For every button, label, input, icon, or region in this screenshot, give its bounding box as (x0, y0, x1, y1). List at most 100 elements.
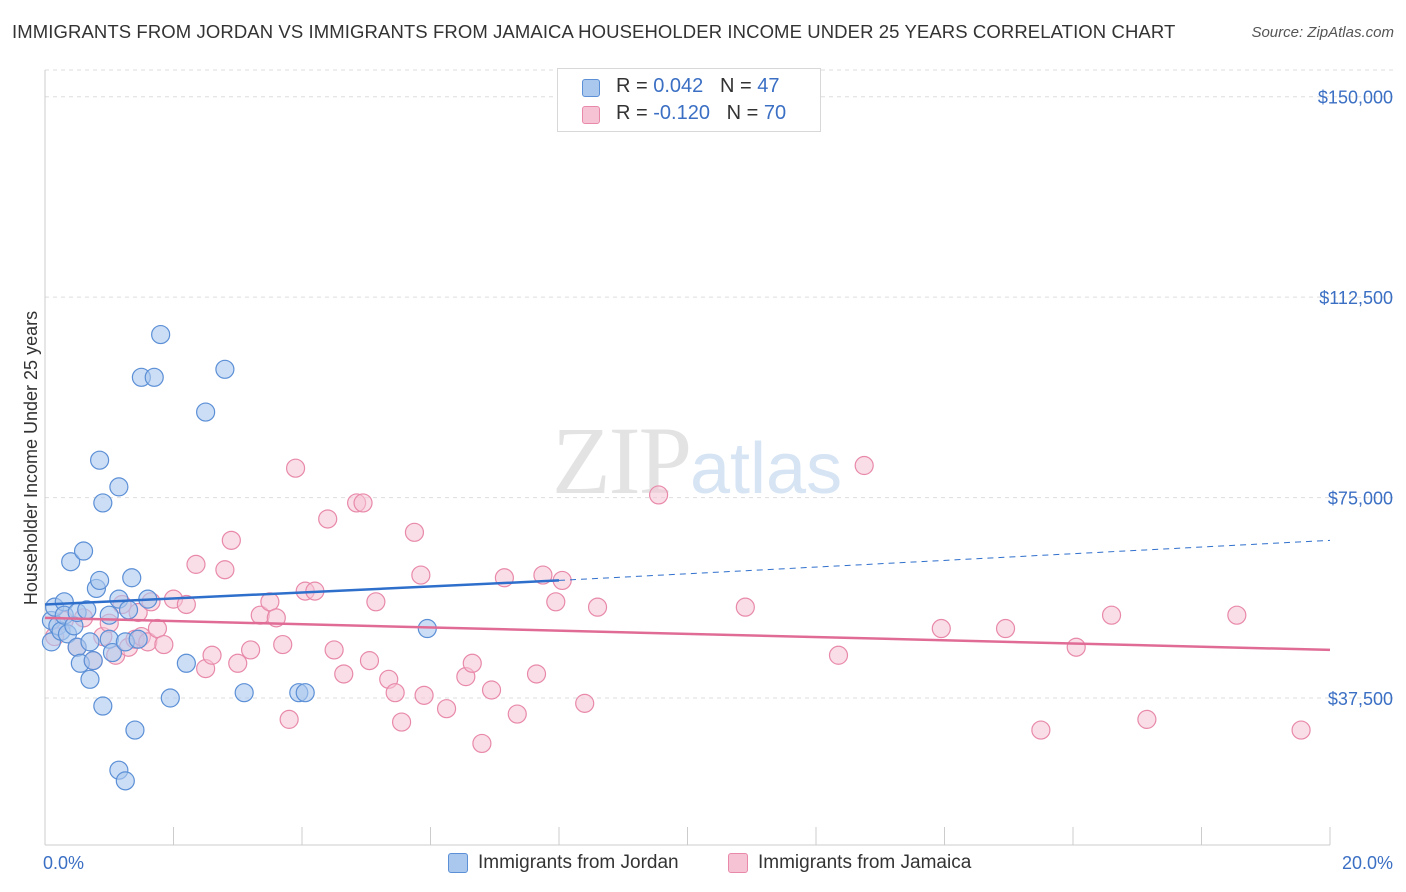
jamaica-point-67 (1066, 637, 1086, 657)
jordan-swatch (582, 79, 600, 97)
trend-lines (44, 539, 1331, 652)
jordan-point-13 (73, 541, 94, 561)
x-tick-label-min: 0.0% (43, 853, 84, 873)
jamaica-point-68 (1101, 605, 1122, 625)
jordan-point-19 (90, 450, 110, 470)
legend-jamaica-text: R = -0.120 N = 70 (616, 102, 786, 125)
jamaica-point-19 (186, 554, 206, 574)
jamaica-point-50 (472, 733, 492, 754)
jordan-point-39 (160, 688, 180, 708)
y-tick-label-0: $37,500 (1328, 689, 1393, 709)
watermark-atlas: atlas (690, 429, 843, 509)
legend-jordan-r-label: R = (616, 75, 648, 97)
chart-title: IMMIGRANTS FROM JORDAN VS IMMIGRANTS FRO… (12, 21, 1176, 42)
jamaica-point-23 (221, 530, 241, 550)
watermark-zip: ZIP (552, 407, 692, 514)
jamaica-point-38 (353, 493, 373, 513)
jamaica-point-36 (334, 664, 354, 684)
jamaica-trend-line (44, 616, 1331, 652)
jamaica-point-61 (735, 597, 755, 617)
jordan-point-37 (144, 367, 164, 387)
jamaica-point-42 (385, 683, 405, 703)
jordan-point-15 (80, 632, 100, 652)
jordan-point-8 (61, 552, 81, 572)
jamaica-point-47 (436, 699, 457, 719)
jamaica-point-60 (648, 485, 669, 505)
jordan-trend-line (44, 579, 560, 606)
jamaica-point-16 (154, 634, 174, 655)
source-credit: Source: ZipAtlas.com (1251, 24, 1394, 41)
jordan-point-31 (118, 600, 139, 620)
jamaica-point-15 (147, 618, 168, 639)
jamaica-point-40 (366, 592, 386, 612)
jamaica-point-58 (575, 693, 595, 713)
legend-jordan-n-label: N = (719, 75, 752, 97)
jamaica-point-22 (215, 560, 235, 580)
jamaica-point-55 (533, 565, 553, 585)
y-axis-title: Householder Income Under 25 years (21, 311, 41, 605)
axes (44, 70, 1331, 846)
jordan-point-17 (83, 651, 103, 671)
axis-labels: $37,500 $75,000 $112,500 $150,000 0.0% 20.0% H… (21, 88, 1393, 873)
jamaica-point-34 (318, 509, 338, 529)
legend-jordan-r-value: 0.042 (653, 75, 704, 97)
legend-jordan-text: R = 0.042 N = 47 (616, 75, 779, 98)
jordan-point-42 (215, 359, 235, 379)
jordan-point-16 (80, 669, 100, 689)
gridlines (45, 69, 1395, 699)
jordan-point-25 (102, 642, 123, 663)
jamaica-point-70 (1227, 605, 1247, 625)
jamaica-point-39 (359, 651, 380, 671)
jamaica-point-56 (546, 592, 566, 612)
legend-jamaica-n-label: N = (726, 102, 759, 124)
jordan-point-33 (125, 720, 145, 740)
y-tick-label-3: $150,000 (1318, 88, 1393, 108)
jamaica-point-63 (854, 455, 874, 476)
jamaica-point-44 (404, 522, 425, 542)
jordan-point-23 (99, 605, 119, 625)
jordan-point-22 (93, 696, 113, 716)
jamaica-point-51 (481, 680, 502, 700)
jordan-point-40 (176, 653, 196, 673)
jordan-point-26 (109, 477, 129, 497)
jamaica-point-29 (273, 634, 293, 655)
jamaica-point-49 (462, 653, 482, 673)
jamaica-point-59 (587, 597, 608, 617)
jordan-point-41 (196, 402, 216, 422)
jordan-series (41, 324, 437, 791)
jamaica-point-54 (526, 664, 547, 684)
jamaica-point-21 (202, 645, 222, 665)
legend-jamaica-n-value: 70 (763, 102, 787, 124)
jamaica-point-30 (279, 709, 299, 729)
jamaica-series (45, 455, 1311, 754)
legend-jamaica-r-label: R = (616, 102, 648, 124)
jordan-point-20 (90, 570, 110, 591)
jordan-point-30 (115, 771, 135, 791)
jordan-point-32 (122, 568, 142, 588)
jamaica-point-25 (241, 640, 261, 660)
jamaica-point-66 (1031, 720, 1051, 740)
jamaica-point-45 (411, 565, 431, 585)
jamaica-point-46 (414, 685, 434, 705)
jordan-point-38 (151, 324, 171, 345)
jamaica-point-69 (1137, 709, 1157, 729)
jordan-point-21 (93, 493, 113, 513)
jamaica-point-24 (228, 653, 248, 673)
jordan-point-34 (128, 629, 148, 649)
jamaica-point-18 (176, 594, 196, 615)
correlation-legend: R = 0.042 N = 47 R = -0.120 N = 70 (557, 68, 821, 132)
jamaica-point-27 (260, 592, 280, 612)
y-tick-label-2: $112,500 (1319, 288, 1393, 308)
bottom-jamaica-label: Immigrants from Jamaica (758, 852, 972, 873)
jamaica-point-35 (324, 640, 344, 660)
legend-jamaica-r-value: -0.120 (653, 102, 710, 124)
jordan-point-43 (234, 683, 254, 703)
bottom-jordan-label: Immigrants from Jordan (478, 852, 679, 873)
jamaica-point-65 (995, 618, 1016, 639)
y-tick-label-1: $75,000 (1328, 489, 1393, 509)
jamaica-point-64 (931, 618, 951, 639)
x-tick-label-max: 20.0% (1342, 853, 1393, 873)
jordan-point-45 (295, 683, 315, 703)
bottom-jamaica-swatch (728, 853, 748, 873)
